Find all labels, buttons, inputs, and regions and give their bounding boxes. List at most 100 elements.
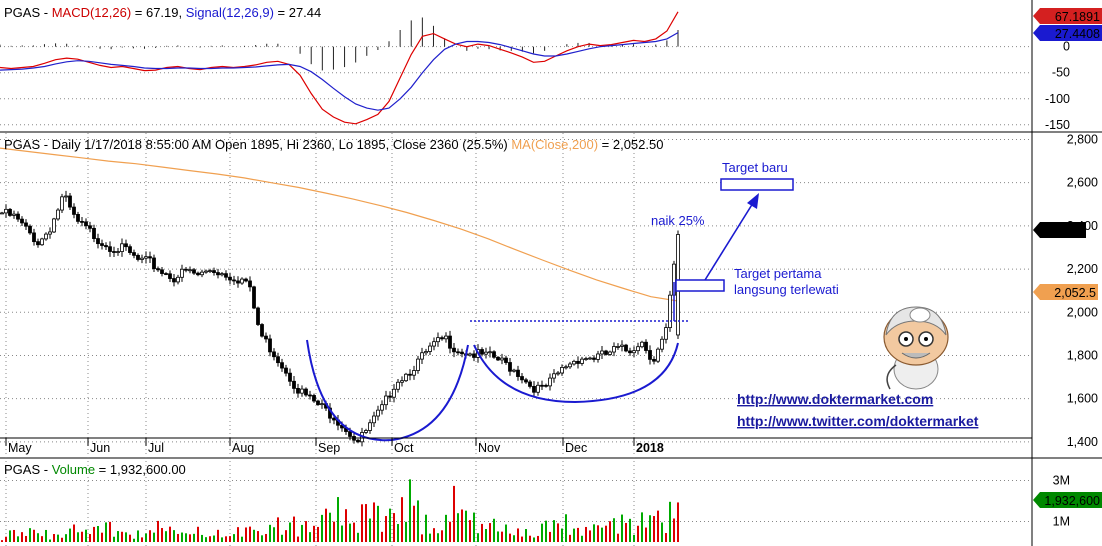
cup-curve-right: [473, 342, 679, 404]
signal-badge-pointer: [1033, 25, 1040, 41]
candle-body: [448, 335, 452, 349]
candle-body: [552, 373, 556, 379]
volume-bar: [437, 533, 439, 542]
volume-bar: [97, 526, 99, 542]
candle-body: [252, 286, 256, 309]
candle-body: [144, 256, 148, 259]
volume-bar: [305, 521, 307, 542]
x-tick-label: Jul: [148, 441, 164, 455]
volume-bar: [469, 520, 471, 542]
price-y-tick-label: 2,200: [1067, 262, 1098, 276]
volume-bar: [369, 518, 371, 542]
twitter-link[interactable]: http://www.twitter.com/doktermarket: [737, 413, 979, 429]
candle-body: [508, 362, 512, 372]
volume-bar: [317, 526, 319, 542]
x-axis: May Jun Jul Aug Sep Oct Nov Dec 2018: [0, 437, 1032, 455]
candle-body: [600, 350, 604, 355]
volume-bar: [365, 504, 367, 542]
volume-bar: [513, 535, 515, 542]
volume-bar: [121, 531, 123, 542]
candle-body: [628, 350, 632, 354]
volume-bar: [537, 535, 539, 542]
candle-body: [120, 243, 124, 252]
ma-badge-value: 2,052.5: [1054, 286, 1096, 300]
macd-badge: 67.1891: [1040, 8, 1102, 24]
candle-body: [280, 362, 284, 369]
volume-bar: [185, 533, 187, 542]
candle-body: [408, 373, 412, 376]
volume-bar: [141, 537, 143, 542]
volume-bar: [33, 529, 35, 542]
volume-bar: [621, 514, 623, 542]
candle-body: [76, 214, 80, 222]
volume-bar: [129, 534, 131, 542]
volume-bar: [449, 521, 451, 542]
volume-bar: [669, 501, 671, 542]
doctor-mascot-icon: [883, 306, 949, 390]
volume-bar: [477, 533, 479, 542]
volume-y-tick-label: 1M: [1053, 515, 1070, 529]
volume-bars: [1, 479, 679, 542]
volume-bar: [9, 530, 11, 542]
candle-body: [232, 279, 236, 282]
volume-bar: [1, 540, 3, 542]
candle-body: [156, 268, 160, 271]
volume-bar: [73, 524, 75, 542]
candle-body: [460, 351, 464, 355]
candle-body: [200, 271, 204, 276]
volume-bar: [577, 527, 579, 542]
candle-body: [660, 338, 664, 350]
candle-body: [612, 346, 616, 353]
candle-body: [548, 377, 552, 387]
volume-bar: [245, 527, 247, 542]
candle-body: [364, 430, 368, 433]
volume-bar: [277, 517, 279, 542]
candle-body: [64, 195, 68, 198]
volume-bar: [165, 531, 167, 542]
candle-body: [296, 388, 300, 394]
volume-bar: [193, 533, 195, 542]
candle-body: [440, 337, 444, 340]
volume-bar: [617, 533, 619, 542]
candle-body: [420, 352, 424, 360]
candle-body: [492, 351, 496, 358]
candle-body: [436, 337, 440, 343]
candle-body: [240, 278, 244, 284]
candle-body: [80, 221, 84, 223]
volume-bar: [637, 525, 639, 542]
volume-bar: [197, 526, 199, 542]
volume-bar: [13, 529, 15, 542]
candle-body: [112, 251, 116, 253]
candle-body: [268, 338, 272, 353]
candle-body: [28, 225, 32, 234]
macd-y-tick-label: -100: [1045, 92, 1070, 106]
volume-bar: [29, 528, 31, 542]
candle-body: [188, 269, 192, 272]
volume-bar: [93, 526, 95, 542]
volume-bar: [173, 530, 175, 542]
volume-bar: [609, 521, 611, 542]
candle-body: [136, 254, 140, 260]
volume-bar: [565, 514, 567, 542]
volume-bar: [425, 514, 427, 542]
candle-body: [44, 233, 48, 240]
candle-body: [544, 384, 548, 387]
volume-bar: [177, 533, 179, 542]
candle-body: [608, 351, 612, 355]
candle-body: [372, 415, 376, 424]
candle-body: [140, 257, 144, 260]
candle-body: [452, 347, 456, 353]
candle-body: [40, 238, 44, 246]
x-tick-label: May: [8, 441, 32, 455]
website-link[interactable]: http://www.doktermarket.com: [737, 391, 933, 407]
target-arrow-head: [747, 193, 759, 209]
volume-bar: [49, 539, 51, 542]
candle-body: [536, 384, 540, 393]
volume-bar: [209, 536, 211, 542]
macd-y-tick-label: -50: [1052, 66, 1070, 80]
candle-body: [404, 373, 408, 382]
candle-body: [400, 380, 404, 383]
volume-bar: [613, 518, 615, 542]
volume-bar: [145, 533, 147, 542]
